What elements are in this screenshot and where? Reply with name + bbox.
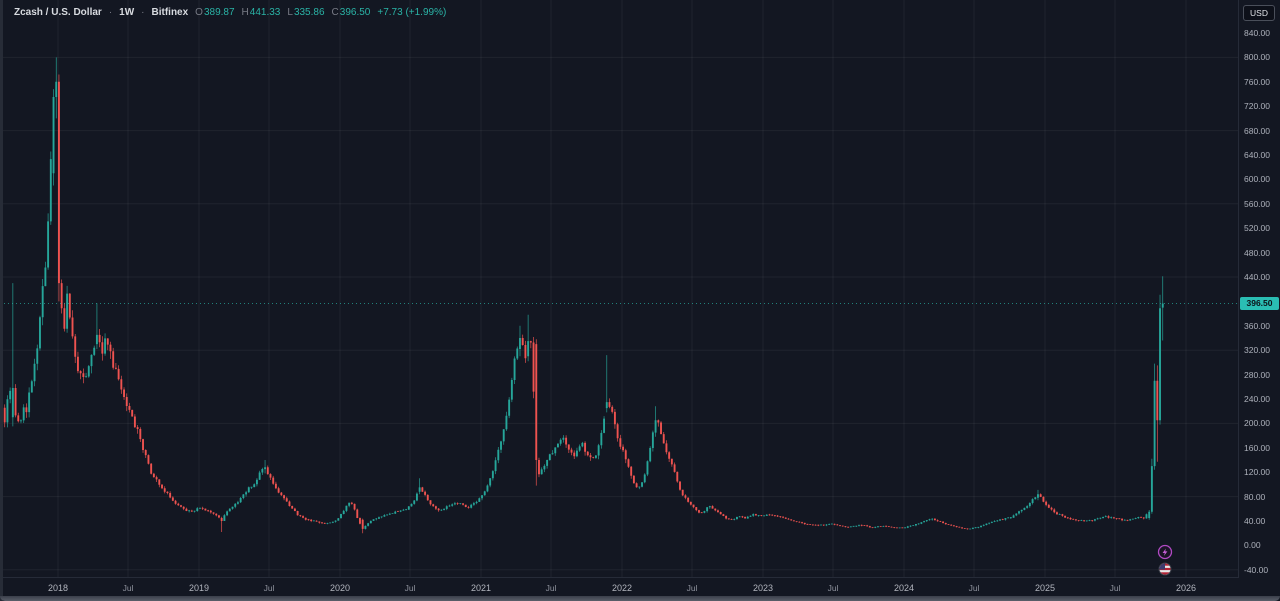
- price-axis[interactable]: USD 396.50 840.00 800.00 760.00 720.00 680.0…: [1238, 0, 1280, 578]
- time-tick-label-2025: 2025: [1034, 583, 1056, 593]
- time-tick-label-jul: Jul: [827, 583, 839, 593]
- price-tick-label: 320.00: [1244, 345, 1270, 356]
- price-tick-label: 80.00: [1244, 491, 1266, 502]
- time-tick-label-2021: 2021: [470, 583, 492, 593]
- last-price-label: 396.50: [1240, 297, 1279, 310]
- time-tick-label-jul: Jul: [1109, 583, 1121, 593]
- lightning-event-icon[interactable]: [1157, 544, 1173, 560]
- price-tick-label: 40.00: [1244, 516, 1266, 526]
- window-edge-left: [0, 0, 3, 601]
- price-tick-label: 0.00: [1244, 540, 1261, 551]
- time-tick-label-2018: 2018: [47, 583, 69, 593]
- legend-separator: ·: [141, 7, 145, 18]
- price-tick-label: 520.00: [1244, 223, 1270, 234]
- price-tick-label: 120.00: [1244, 467, 1270, 478]
- time-tick-label-jul: Jul: [545, 583, 557, 593]
- price-tick-label: 720.00: [1244, 101, 1270, 112]
- price-tick-label: 480.00: [1244, 247, 1270, 258]
- price-tick-label: 760.00: [1244, 76, 1270, 87]
- interval-label[interactable]: 1W: [119, 7, 135, 18]
- price-tick-label: 600.00: [1244, 174, 1270, 185]
- time-tick-label-jul: Jul: [686, 583, 698, 593]
- price-tick-label: 440.00: [1244, 272, 1270, 282]
- time-tick-label-jul: Jul: [122, 583, 134, 593]
- time-tick-label-jul: Jul: [968, 583, 980, 593]
- ohlc-low: L335.86: [287, 7, 325, 18]
- window-edge-bottom: [0, 596, 1280, 601]
- symbol-legend[interactable]: Zcash / U.S. Dollar · 1W · Bitfinex O389…: [14, 7, 446, 19]
- ohlc-high: H441.33: [241, 7, 281, 18]
- event-markers[interactable]: [1150, 538, 1182, 580]
- us-flag-event-icon[interactable]: [1158, 562, 1172, 576]
- time-tick-label-2026: 2026: [1175, 583, 1197, 593]
- time-tick-label-jul: Jul: [263, 583, 275, 593]
- grid: [0, 0, 1238, 578]
- price-tick-label: 280.00: [1244, 369, 1270, 380]
- exchange-label[interactable]: Bitfinex: [151, 7, 189, 18]
- price-tick-label: 240.00: [1244, 394, 1270, 404]
- price-tick-label: 200.00: [1244, 418, 1270, 429]
- legend-separator: ·: [108, 7, 113, 18]
- time-tick-label-jul: Jul: [404, 583, 416, 593]
- price-change: +7.73 (+1.99%): [377, 7, 447, 18]
- time-tick-label-2023: 2023: [752, 583, 774, 593]
- price-tick-label: 560.00: [1244, 198, 1270, 209]
- price-tick-label: 800.00: [1244, 52, 1270, 63]
- time-tick-label-2019: 2019: [188, 583, 210, 593]
- price-tick-label: 640.00: [1244, 150, 1270, 160]
- time-tick-label-2020: 2020: [329, 583, 351, 593]
- price-tick-label: -40.00: [1244, 564, 1269, 575]
- price-tick-label: 160.00: [1244, 442, 1270, 453]
- price-tick-label: 680.00: [1244, 125, 1270, 136]
- time-tick-label-2024: 2024: [893, 583, 915, 593]
- ohlc-open: O389.87: [195, 7, 235, 18]
- candlestick-series: [1, 57, 1164, 534]
- symbol-name[interactable]: Zcash / U.S. Dollar: [14, 7, 102, 18]
- price-tick-label: 840.00: [1244, 28, 1270, 38]
- ohlc-close: C396.50: [331, 7, 371, 18]
- time-tick-label-2022: 2022: [611, 583, 633, 593]
- currency-toggle-button[interactable]: USD: [1243, 5, 1275, 21]
- price-tick-label: 360.00: [1244, 320, 1270, 331]
